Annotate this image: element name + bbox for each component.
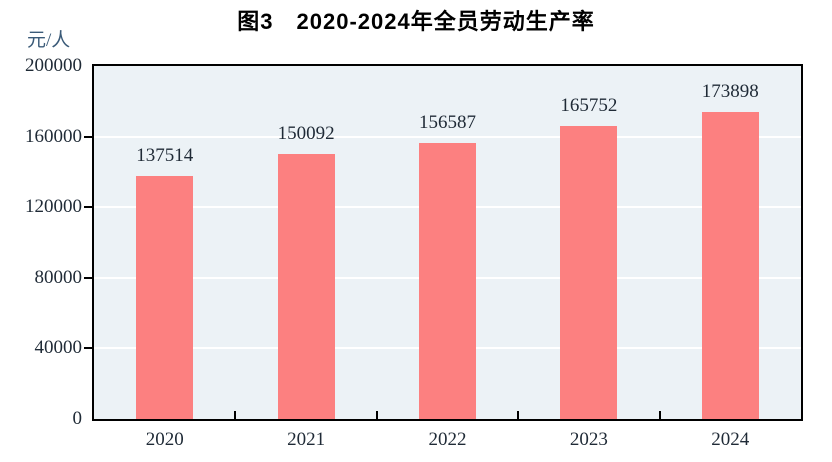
x-axis-tick-label: 2022 [428, 429, 467, 450]
y-axis-tick-mark [84, 276, 94, 279]
bar [701, 112, 759, 419]
x-axis-tick-mark [658, 411, 661, 419]
bar-value-label: 173898 [701, 81, 759, 103]
x-axis-tick-mark [234, 411, 237, 419]
y-axis-tick-label: 80000 [34, 266, 83, 288]
y-axis-tick-label: 200000 [25, 55, 82, 76]
bar-value-label: 137514 [136, 145, 194, 167]
y-axis-tick-label: 40000 [34, 337, 83, 359]
x-axis-tick-label: 2024 [711, 429, 750, 450]
y-axis-tick-label: 160000 [25, 125, 82, 147]
gridline [94, 135, 801, 138]
x-axis-tick-mark [375, 411, 378, 419]
plot-area: 137514 150092 156587 165752 173898 [84, 64, 803, 421]
bar-value-label: 165752 [560, 95, 618, 117]
x-axis-tick-label: 2020 [145, 429, 184, 450]
y-axis-tick-label: 0 [72, 408, 83, 429]
y-axis-unit-label: 元/人 [27, 30, 71, 51]
x-axis-tick-label: 2023 [569, 429, 608, 450]
x-axis-tick-mark [517, 411, 520, 419]
y-axis-tick-mark [84, 135, 94, 138]
y-axis-tick-mark [84, 206, 94, 209]
bar-value-label: 150092 [277, 123, 335, 145]
x-axis-tick-label: 2021 [287, 429, 326, 450]
y-axis-tick-label: 120000 [25, 196, 82, 218]
bar [136, 176, 194, 419]
bar [560, 126, 618, 419]
y-axis-tick-mark [84, 347, 94, 350]
bar [277, 154, 335, 419]
bar [419, 142, 476, 419]
chart-title: 图3 2020-2024年全员劳动生产率 [237, 9, 595, 34]
bar-value-label: 156587 [419, 111, 476, 133]
